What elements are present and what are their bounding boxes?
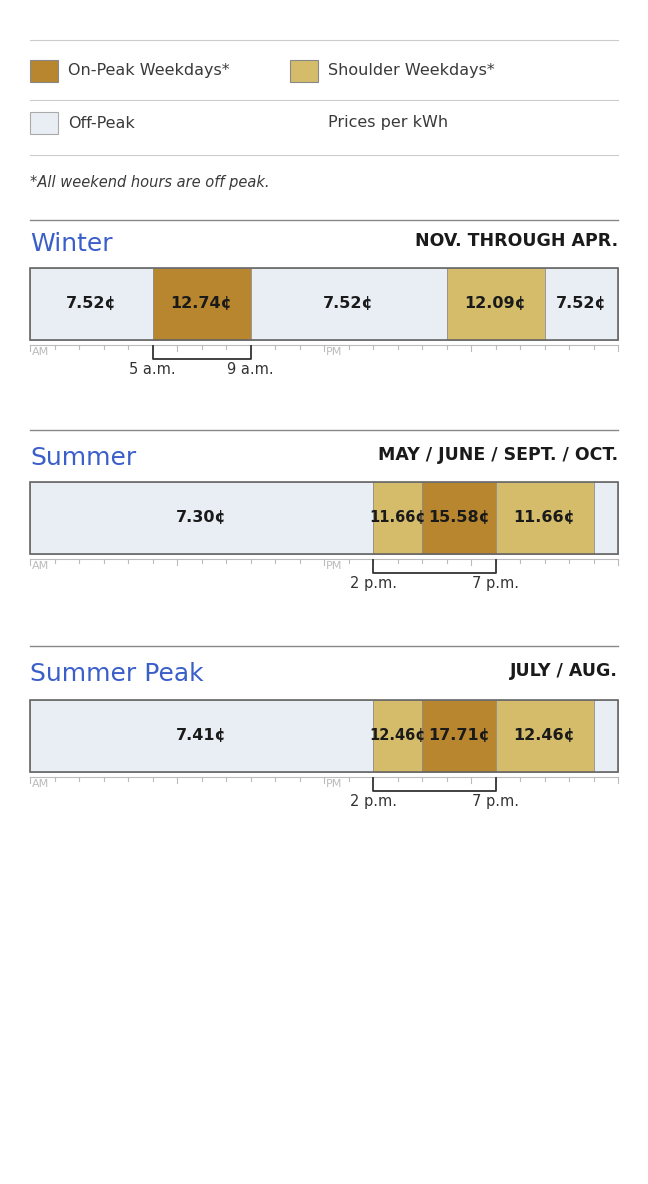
Bar <box>422 482 496 554</box>
Text: PM: PM <box>326 779 342 789</box>
Bar <box>30 268 152 340</box>
Bar <box>30 700 618 772</box>
Text: 7.52¢: 7.52¢ <box>556 296 607 311</box>
Bar <box>30 60 58 82</box>
Text: PM: PM <box>326 347 342 358</box>
Bar <box>30 482 373 554</box>
Text: 17.71¢: 17.71¢ <box>428 728 490 744</box>
Text: Summer Peak: Summer Peak <box>30 662 203 686</box>
Text: PM: PM <box>326 561 342 571</box>
Bar <box>30 268 618 340</box>
Text: 7.41¢: 7.41¢ <box>176 728 227 744</box>
Text: Winter: Winter <box>30 232 113 256</box>
Bar <box>373 700 422 772</box>
Text: 12.09¢: 12.09¢ <box>465 296 526 311</box>
Text: 11.66¢: 11.66¢ <box>369 510 426 526</box>
Text: 12.46¢: 12.46¢ <box>514 728 575 744</box>
Text: 5 a.m.: 5 a.m. <box>129 362 176 377</box>
Text: Off-Peak: Off-Peak <box>68 116 135 130</box>
Text: 15.58¢: 15.58¢ <box>428 510 490 526</box>
Bar <box>422 700 496 772</box>
Text: 2 p.m.: 2 p.m. <box>349 794 397 809</box>
Bar <box>544 268 618 340</box>
Text: 2 p.m.: 2 p.m. <box>349 575 397 591</box>
Text: 7.52¢: 7.52¢ <box>323 296 374 311</box>
Text: Prices per kWh: Prices per kWh <box>328 116 448 130</box>
Text: AM: AM <box>32 779 49 789</box>
Text: *All weekend hours are off peak.: *All weekend hours are off peak. <box>30 175 270 189</box>
Text: 9 a.m.: 9 a.m. <box>227 362 274 377</box>
Bar <box>446 268 544 340</box>
Bar <box>594 700 618 772</box>
Text: On-Peak Weekdays*: On-Peak Weekdays* <box>68 64 229 78</box>
Bar <box>30 700 373 772</box>
Text: 7 p.m.: 7 p.m. <box>472 794 519 809</box>
Text: 12.74¢: 12.74¢ <box>170 296 233 311</box>
Text: AM: AM <box>32 347 49 358</box>
Text: 7 p.m.: 7 p.m. <box>472 575 519 591</box>
Text: 7.30¢: 7.30¢ <box>176 510 227 526</box>
Text: JULY / AUG.: JULY / AUG. <box>510 662 618 680</box>
Text: 12.46¢: 12.46¢ <box>369 728 426 744</box>
Text: Shoulder Weekdays*: Shoulder Weekdays* <box>328 64 495 78</box>
Text: AM: AM <box>32 561 49 571</box>
Bar <box>373 482 422 554</box>
Text: 11.66¢: 11.66¢ <box>514 510 575 526</box>
Bar <box>290 60 318 82</box>
Text: Summer: Summer <box>30 446 136 470</box>
Bar <box>152 268 251 340</box>
Bar <box>594 482 618 554</box>
Text: 7.52¢: 7.52¢ <box>66 296 117 311</box>
Bar <box>251 268 446 340</box>
Bar <box>496 700 594 772</box>
Text: NOV. THROUGH APR.: NOV. THROUGH APR. <box>415 232 618 250</box>
Text: MAY / JUNE / SEPT. / OCT.: MAY / JUNE / SEPT. / OCT. <box>378 446 618 464</box>
Bar <box>30 112 58 134</box>
Bar <box>30 482 618 554</box>
Bar <box>496 482 594 554</box>
